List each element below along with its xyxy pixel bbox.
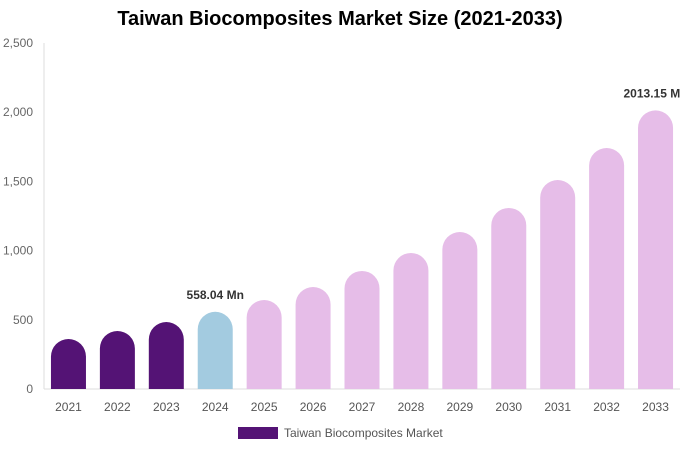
x-tick-label: 2021 — [55, 400, 82, 414]
x-tick-label: 2022 — [104, 400, 131, 414]
bar-2030 — [491, 207, 527, 389]
y-tick-label: 1,000 — [3, 244, 33, 258]
y-tick-label: 2,000 — [3, 105, 33, 119]
data-label: 2013.15 Mn — [624, 86, 680, 100]
x-tick-label: 2027 — [349, 400, 376, 414]
x-tick-label: 2024 — [202, 400, 229, 414]
x-tick-label: 2025 — [251, 400, 278, 414]
bar-2031 — [540, 180, 576, 389]
x-tick-label: 2032 — [593, 400, 620, 414]
y-tick-label: 0 — [26, 382, 33, 396]
legend: Taiwan Biocomposites Market — [238, 426, 443, 440]
legend-swatch — [238, 427, 278, 439]
data-label: 558.04 Mn — [187, 288, 244, 302]
bar-2025 — [246, 300, 282, 389]
bar-2029 — [442, 232, 478, 389]
bar-2028 — [393, 252, 429, 389]
bar-2027 — [344, 270, 380, 389]
x-tick-label: 2030 — [495, 400, 522, 414]
bar-2023 — [148, 322, 184, 389]
x-tick-label: 2029 — [446, 400, 473, 414]
legend-label: Taiwan Biocomposites Market — [284, 426, 443, 440]
x-tick-label: 2026 — [300, 400, 327, 414]
bar-2026 — [295, 286, 331, 389]
chart-title: Taiwan Biocomposites Market Size (2021-2… — [117, 8, 563, 30]
y-tick-label: 1,500 — [3, 174, 33, 188]
bar-2024 — [197, 311, 233, 389]
x-tick-label: 2028 — [398, 400, 425, 414]
x-tick-label: 2033 — [642, 400, 669, 414]
bar-2022 — [99, 331, 135, 389]
bar-2032 — [589, 148, 625, 389]
bar-2021 — [50, 339, 86, 389]
y-tick-label: 500 — [13, 313, 33, 327]
x-tick-label: 2031 — [544, 400, 571, 414]
x-tick-label: 2023 — [153, 400, 180, 414]
bar-2033 — [638, 110, 674, 390]
y-tick-label: 2,500 — [3, 36, 33, 50]
